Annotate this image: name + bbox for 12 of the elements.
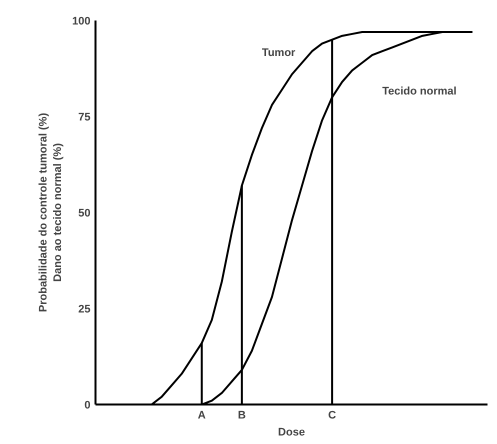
y-tick-label: 25 [78, 304, 91, 316]
y-tick-label: 100 [72, 16, 91, 28]
x-tick-label: B [238, 410, 246, 422]
series-label: Tumor [262, 46, 296, 59]
y-tick-label: 75 [78, 112, 91, 124]
y-axis-title: Probabilidade do controle tumoral (%) Dano ao tecido normal (%) [38, 112, 64, 312]
y-tick-label: 0 [84, 400, 91, 412]
y-tick-label: 50 [78, 208, 91, 220]
text: Tecido normal [382, 85, 457, 98]
x-axis-title: Dose [278, 426, 305, 438]
x-tick-label: A [198, 410, 206, 422]
x-tick-label: C [328, 410, 336, 422]
